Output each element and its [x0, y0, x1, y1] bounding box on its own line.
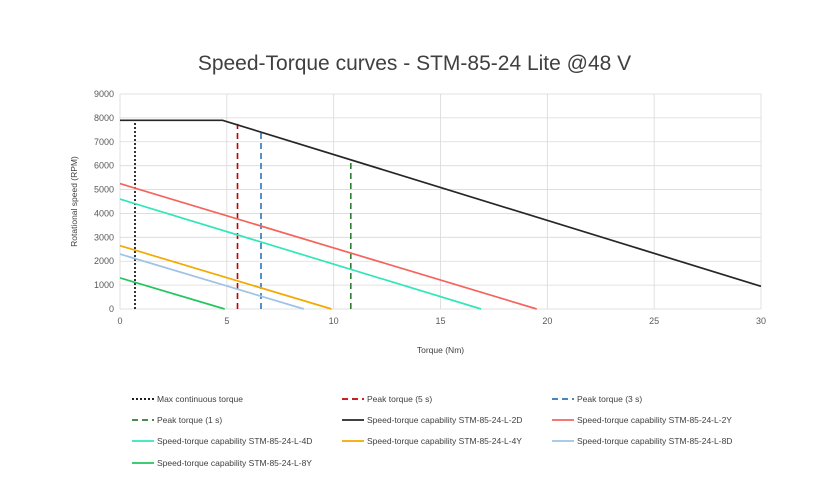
x-tick-label: 25: [649, 316, 659, 326]
legend-label: Max continuous torque: [157, 394, 243, 404]
y-tick-label: 1000: [94, 280, 114, 290]
tick-labels: 0 1000 2000 3000 4000 5000 6000 7000 8000 9000 0 5 1…: [94, 89, 766, 326]
series-speed-torque-capability-stm-85-24-l-2y: [119, 182, 537, 310]
series-speed-torque-capability-stm-85-24-l-8y: [119, 277, 225, 310]
series-speed-torque-capability-stm-85-24-l-2d: [120, 119, 762, 288]
x-tick-label: 20: [542, 316, 552, 326]
legend-label: Speed-torque capability STM-85-24-L-4Y: [367, 436, 522, 446]
series-speed-torque-capability-stm-85-24-l-4y: [119, 244, 332, 310]
y-tick-label: 4000: [94, 208, 114, 218]
legend-label: Speed-torque capability STM-85-24-L-8D: [577, 436, 732, 446]
y-tick-label: 2000: [94, 256, 114, 266]
x-tick-label: 15: [435, 316, 445, 326]
legend-label: Speed-torque capability STM-85-24-L-2D: [367, 415, 522, 425]
gridlines: [119, 93, 762, 310]
y-axis-title: Rotational speed (RPM): [69, 156, 79, 247]
legend-label: Peak torque (3 s): [577, 394, 642, 404]
y-tick-label: 5000: [94, 185, 114, 195]
y-tick-label: 0: [109, 304, 114, 314]
chart-title: Speed-Torque curves - STM-85-24 Lite @48…: [197, 52, 632, 75]
y-tick-label: 6000: [94, 161, 114, 171]
x-tick-label: 30: [756, 316, 766, 326]
series-speed-torque-capability-stm-85-24-l-4d: [119, 198, 482, 310]
legend-label: Speed-torque capability STM-85-24-L-2Y: [577, 415, 732, 425]
y-tick-label: 3000: [94, 232, 114, 242]
series-speed-torque-capability-stm-85-24-l-8d: [119, 253, 305, 310]
x-tick-label: 10: [329, 316, 339, 326]
y-tick-label: 9000: [94, 89, 114, 99]
legend-label: Speed-torque capability STM-85-24-L-8Y: [157, 458, 312, 468]
x-tick-label: 5: [224, 316, 229, 326]
series-layer: [119, 119, 762, 310]
legend-label: Peak torque (5 s): [367, 394, 432, 404]
y-tick-label: 8000: [94, 113, 114, 123]
y-tick-label: 7000: [94, 137, 114, 147]
x-axis-title: Torque (Nm): [417, 345, 464, 355]
x-tick-label: 0: [117, 316, 122, 326]
legend-label: Speed-torque capability STM-85-24-L-4D: [157, 436, 312, 446]
legend-label: Peak torque (1 s): [157, 415, 222, 425]
legend: Max continuous torque Peak torque (5 s) Pe…: [132, 394, 732, 468]
